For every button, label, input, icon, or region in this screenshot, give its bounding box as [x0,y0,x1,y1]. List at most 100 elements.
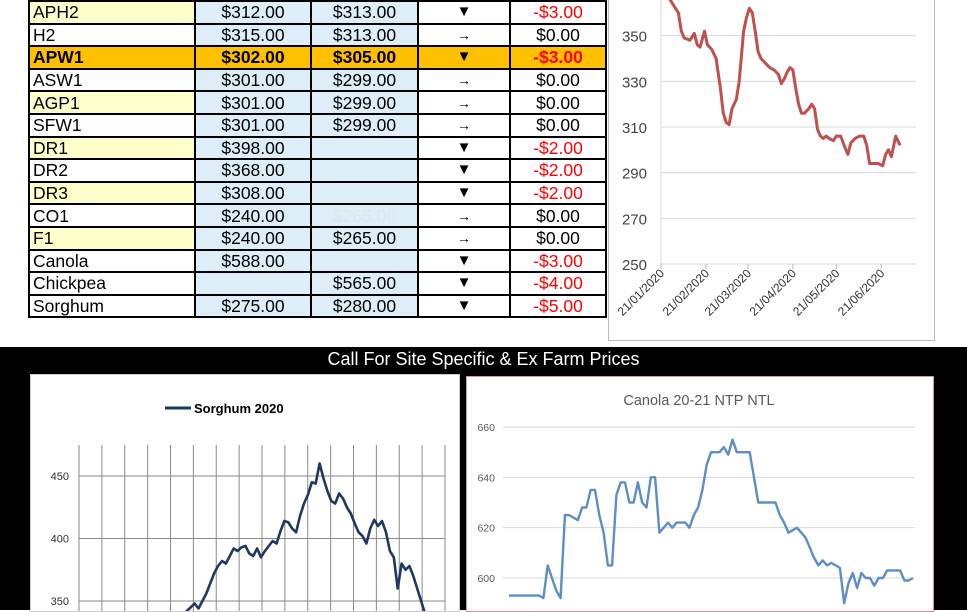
price-cell-current: $301.00 [194,67,312,93]
wheat-price-chart: 25027029031033035037021/01/202021/02/202… [608,0,935,341]
y-tick-label: 250 [622,257,647,274]
price-cell-previous [310,135,419,161]
table-row: CO1 $240.00 $265.00 → $0.00 [28,203,607,228]
table-row: DR1 $398.00 ▼ -$2.00 [28,135,607,161]
wheat-series-line [668,0,902,168]
down-arrow-icon: ▼ [417,135,511,161]
commodity-name: AGP1 [28,90,196,115]
price-cell-current: $301.00 [194,90,312,115]
table-row: AGP1 $301.00 $299.00 → $0.00 [28,90,607,115]
price-cell-previous: $299.00 [310,67,419,93]
sorghum-chart-svg: 350 400 450 Sorghum 2020 [51,401,446,611]
y-tick-label: 350 [51,596,69,608]
down-arrow-icon: ▼ [417,271,511,296]
down-arrow-icon: ▼ [417,293,511,319]
table-row: F1 $240.00 $265.00 → $0.00 [28,225,607,251]
y-tick-label: 640 [477,472,495,484]
commodity-name: APH2 [28,0,196,25]
table-row: Chickpea $565.00 ▼ -$4.00 [28,271,607,296]
commodity-name: DR1 [28,135,196,161]
price-change: $0.00 [509,203,607,228]
price-cell-current: $588.00 [194,248,312,274]
price-cell-current: $308.00 [194,180,312,206]
y-tick-label: 290 [622,166,647,183]
price-change: $0.00 [509,22,607,48]
commodity-name: H2 [28,22,196,48]
table-row: Canola $588.00 ▼ -$3.00 [28,248,607,274]
price-cell-previous: $313.00 [310,22,419,48]
commodity-name: ASW1 [28,67,196,93]
price-cell-current: $275.00 [194,293,312,319]
x-tick-label: 21/06/2020 [835,266,888,319]
price-cell-previous: $299.00 [310,90,419,115]
commodity-name: Canola [28,248,196,274]
price-table-body: APH2 $312.00 $313.00 ▼ -$3.00 H2 $315.00 $313.0… [28,0,607,319]
price-table: APH2 $312.00 $313.00 ▼ -$3.00 H2 $315.00 $313.0… [28,0,607,319]
y-tick-label: 350 [622,29,647,46]
table-row: SFW1 $301.00 $299.00 → $0.00 [28,112,607,138]
price-change: $0.00 [509,112,607,138]
commodity-name: F1 [28,225,196,251]
price-change: $0.00 [509,225,607,251]
price-cell-previous [310,180,419,206]
commodity-name: SFW1 [28,112,196,138]
price-cell-previous: $299.00 [310,112,419,138]
y-tick-label: 600 [477,573,495,585]
x-tick-label: 21/05/2020 [790,266,843,319]
right-arrow-icon: → [417,67,511,93]
y-tick-label: 310 [622,120,647,137]
price-cell-previous [310,158,419,183]
price-cell-current [194,271,312,296]
price-cell-previous: $305.00 [310,45,419,70]
y-tick-label: 450 [51,471,69,483]
canola-price-chart: Canola 20-21 NTP NTL 600 620 640 660 [466,376,934,612]
down-arrow-icon: ▼ [417,248,511,274]
right-arrow-icon: → [417,22,511,48]
price-cell-current: $368.00 [194,158,312,183]
site-specific-banner: Call For Site Specific & Ex Farm Prices [0,347,967,371]
y-tick-label: 270 [622,211,647,228]
price-cell-previous: $265.00 [310,225,419,251]
commodity-name: Sorghum [28,293,196,319]
y-tick-label: 660 [477,422,495,434]
price-cell-previous: $565.00 [310,271,419,296]
y-tick-label: 330 [622,74,647,91]
price-cell-previous: $265.00 [310,203,419,228]
down-arrow-icon: ▼ [417,180,511,206]
price-change: $0.00 [509,90,607,115]
right-arrow-icon: → [417,90,511,115]
legend-label: Sorghum 2020 [194,401,284,416]
price-change: -$2.00 [509,135,607,161]
price-cell-previous [310,248,419,274]
table-row: H2 $315.00 $313.00 → $0.00 [28,22,607,48]
price-cell-current: $240.00 [194,225,312,251]
price-change: -$3.00 [509,45,607,70]
canola-chart-svg: Canola 20-21 NTP NTL 600 620 640 660 [477,393,915,605]
price-change: -$2.00 [509,158,607,183]
table-row: Sorghum $275.00 $280.00 ▼ -$5.00 [28,293,607,319]
table-row: DR3 $308.00 ▼ -$2.00 [28,180,607,206]
price-change: -$4.00 [509,271,607,296]
price-change: -$2.00 [509,180,607,206]
down-arrow-icon: ▼ [417,45,511,70]
commodity-name: DR3 [28,180,196,206]
wheat-chart-svg: 25027029031033035037021/01/202021/02/202… [615,0,916,319]
commodity-name: APW1 [28,45,196,70]
down-arrow-icon: ▼ [417,158,511,183]
chart-title: Canola 20-21 NTP NTL [623,393,774,409]
y-tick-label: 620 [477,523,495,535]
sorghum-series-line [185,462,426,611]
y-tick-label: 400 [51,534,69,546]
table-row: DR2 $368.00 ▼ -$2.00 [28,158,607,183]
down-arrow-icon: ▼ [417,0,511,25]
price-cell-current: $302.00 [194,45,312,70]
price-cell-current: $315.00 [194,22,312,48]
table-row: ASW1 $301.00 $299.00 → $0.00 [28,67,607,93]
right-arrow-icon: → [417,112,511,138]
price-cell-current: $240.00 [194,203,312,228]
price-change: -$5.00 [509,293,607,319]
price-cell-current: $301.00 [194,112,312,138]
table-row: APH2 $312.00 $313.00 ▼ -$3.00 [28,0,607,25]
price-change: $0.00 [509,67,607,93]
commodity-name: CO1 [28,203,196,228]
